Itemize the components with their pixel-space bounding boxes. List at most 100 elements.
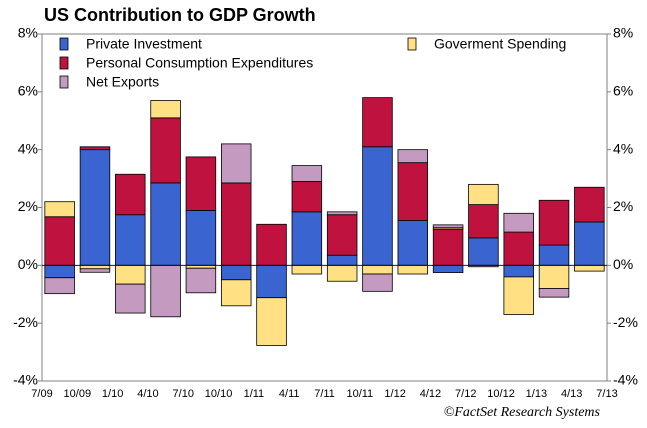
legend-label: Net Exports [86, 74, 159, 90]
bar [291, 211, 323, 266]
bar [362, 97, 393, 148]
x-tick-label: 1/13 [526, 388, 547, 400]
bar [291, 165, 323, 182]
bar [291, 181, 323, 213]
bar [185, 264, 217, 269]
x-tick-label: 10/12 [487, 388, 515, 400]
y2-tick-label: 0% [613, 256, 633, 272]
x-tick-label: 7/12 [455, 388, 476, 400]
bar [115, 283, 146, 314]
bar [44, 216, 75, 266]
bar [326, 214, 358, 256]
bar [432, 224, 464, 229]
bar [79, 146, 111, 151]
bar [220, 264, 252, 281]
bar [397, 264, 429, 275]
y2-tick-label: 8% [613, 25, 633, 41]
x-tick-label: 4/10 [137, 388, 158, 400]
y-tick-label: 8% [18, 25, 38, 41]
bar [538, 288, 570, 298]
legend-swatch [59, 37, 69, 51]
x-tick-label: 10/11 [346, 388, 373, 400]
bar [432, 264, 464, 273]
bar [44, 264, 75, 279]
x-tick-label: 7/13 [596, 388, 617, 400]
y-tick-label: 6% [18, 83, 38, 99]
x-tick-label: 1/12 [384, 388, 405, 400]
legend-label: Goverment Spending [434, 36, 566, 52]
bar [468, 204, 499, 239]
bar [220, 279, 252, 307]
y-tick-label: 4% [18, 140, 38, 156]
bar [185, 209, 217, 266]
bar [79, 264, 111, 270]
bar [538, 199, 570, 246]
bar [79, 268, 111, 273]
x-tick-label: 4/13 [561, 388, 582, 400]
bar [256, 264, 287, 299]
legend-swatch [407, 37, 417, 51]
bar [574, 264, 605, 272]
y2-tick-label: 6% [613, 83, 633, 99]
x-tick-label: 7/09 [31, 388, 52, 400]
bar [185, 267, 217, 294]
bar [256, 223, 287, 266]
x-tick-label: 7/10 [173, 388, 194, 400]
y2-tick-label: 4% [613, 140, 633, 156]
legend-label: Personal Consumption Expenditures [86, 55, 313, 71]
bar [115, 264, 146, 285]
y-tick-label: 0% [18, 256, 38, 272]
bar [256, 297, 287, 346]
x-tick-label: 7/11 [314, 388, 335, 400]
bar [44, 201, 75, 218]
bar [150, 117, 181, 184]
bar [115, 214, 146, 266]
bar [362, 146, 393, 266]
legend-swatch [59, 75, 69, 89]
x-tick-label: 4/11 [279, 388, 300, 400]
bar [291, 264, 323, 275]
bar [538, 244, 570, 266]
credit: ©FactSet Research Systems [444, 405, 601, 420]
bar [397, 220, 429, 266]
bar [326, 264, 358, 282]
bar [185, 156, 217, 211]
chart-title: US Contribution to GDP Growth [44, 5, 316, 25]
bar [326, 211, 358, 216]
bar [468, 183, 499, 206]
bar [503, 276, 534, 315]
bar [503, 231, 534, 266]
bar [503, 264, 534, 278]
bar [44, 277, 75, 295]
bar [432, 228, 464, 266]
x-tick-label: 1/11 [244, 388, 265, 400]
bar [362, 264, 393, 275]
y2-tick-label: -4% [613, 372, 638, 388]
bar [326, 254, 358, 266]
bar [220, 182, 252, 266]
y-tick-label: 2% [18, 198, 38, 214]
y-tick-label: -2% [13, 314, 38, 330]
x-tick-label: 1/10 [102, 388, 123, 400]
bar [397, 162, 429, 221]
bar [150, 264, 181, 318]
bar [150, 100, 181, 119]
x-tick-label: 4/12 [420, 388, 441, 400]
bar [538, 264, 570, 289]
y-tick-label: -4% [13, 372, 38, 388]
x-tick-label: 10/10 [205, 388, 233, 400]
bar [150, 182, 181, 266]
bar [79, 149, 111, 266]
x-tick-label: 10/09 [64, 388, 92, 400]
y2-tick-label: -2% [613, 314, 638, 330]
bar [503, 212, 534, 233]
bar [468, 237, 499, 266]
y2-tick-label: 2% [613, 198, 633, 214]
bar [362, 273, 393, 292]
bar [115, 173, 146, 216]
legend-swatch [59, 56, 69, 70]
bar [574, 186, 605, 223]
bar [397, 149, 429, 164]
bar [220, 143, 252, 184]
legend-label: Private Investment [86, 36, 202, 52]
